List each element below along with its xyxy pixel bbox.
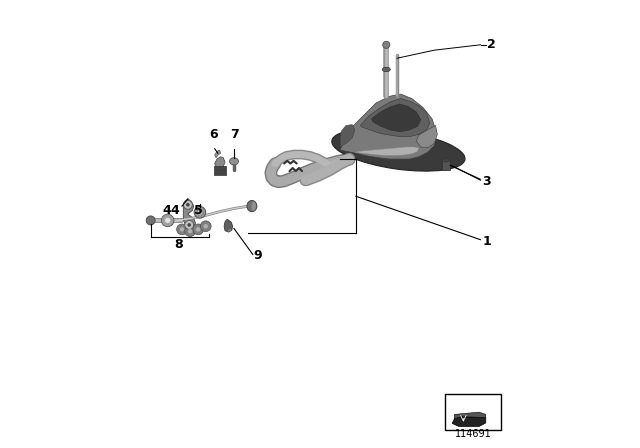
Circle shape <box>198 210 202 215</box>
Polygon shape <box>452 417 486 426</box>
Circle shape <box>188 229 193 233</box>
Text: 114691: 114691 <box>455 429 492 439</box>
Text: 4: 4 <box>163 204 172 217</box>
Polygon shape <box>224 220 233 232</box>
Circle shape <box>194 207 206 218</box>
Ellipse shape <box>442 159 450 162</box>
Circle shape <box>204 224 208 228</box>
Polygon shape <box>371 104 421 132</box>
Ellipse shape <box>332 129 465 171</box>
Circle shape <box>177 224 188 235</box>
Circle shape <box>185 220 194 229</box>
Text: 1: 1 <box>482 234 491 248</box>
Circle shape <box>146 216 155 225</box>
Ellipse shape <box>252 202 256 211</box>
Circle shape <box>188 223 191 227</box>
Circle shape <box>200 221 211 232</box>
Polygon shape <box>215 150 221 158</box>
Polygon shape <box>454 412 486 419</box>
Polygon shape <box>360 99 430 137</box>
Polygon shape <box>215 157 225 169</box>
Polygon shape <box>340 94 436 159</box>
Polygon shape <box>417 125 437 148</box>
Polygon shape <box>184 199 195 229</box>
Text: 5: 5 <box>194 204 202 217</box>
Text: 6: 6 <box>209 128 218 141</box>
Circle shape <box>180 227 184 232</box>
Ellipse shape <box>247 201 257 212</box>
Polygon shape <box>214 166 226 175</box>
Text: 7: 7 <box>230 128 239 141</box>
Circle shape <box>161 214 174 227</box>
Circle shape <box>186 203 189 207</box>
Circle shape <box>165 218 170 223</box>
Polygon shape <box>355 147 419 155</box>
Text: 3: 3 <box>482 175 491 188</box>
Circle shape <box>383 41 390 48</box>
Polygon shape <box>442 160 450 170</box>
Text: 9: 9 <box>253 249 262 262</box>
Ellipse shape <box>382 67 390 72</box>
Circle shape <box>184 200 192 209</box>
FancyBboxPatch shape <box>445 394 502 430</box>
Ellipse shape <box>230 158 239 165</box>
Circle shape <box>196 227 200 232</box>
Polygon shape <box>340 125 355 147</box>
Circle shape <box>185 226 195 237</box>
Text: 8: 8 <box>175 237 183 251</box>
Text: 2: 2 <box>486 38 495 52</box>
Circle shape <box>193 224 204 235</box>
Text: 4: 4 <box>170 204 179 217</box>
